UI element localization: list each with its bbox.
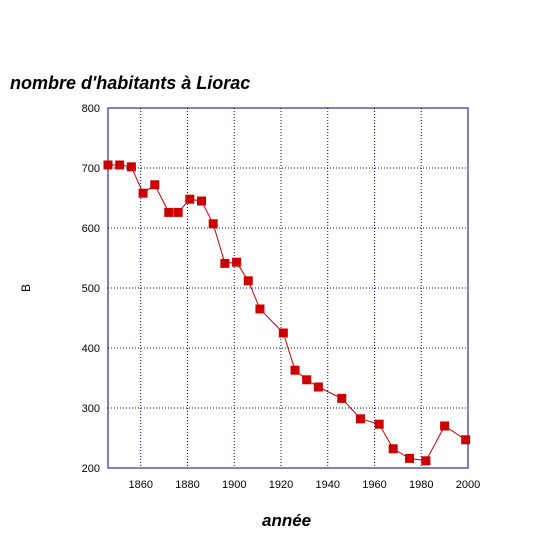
data-point	[374, 419, 384, 429]
y-tick-label: 500	[82, 283, 100, 295]
data-point	[461, 435, 471, 445]
data-point	[421, 456, 431, 466]
y-tick-label: 700	[82, 163, 100, 175]
data-point	[355, 414, 365, 424]
series-layer	[103, 160, 471, 466]
data-point	[150, 180, 160, 190]
data-point	[302, 375, 312, 385]
data-point	[243, 276, 253, 286]
data-point	[290, 365, 300, 375]
x-tick-label: 1920	[269, 479, 293, 491]
data-point	[103, 160, 113, 170]
data-point	[185, 194, 195, 204]
y-tick-label: 400	[82, 343, 100, 355]
data-point	[232, 257, 242, 267]
x-tick-label: 1860	[128, 479, 152, 491]
data-point	[115, 160, 125, 170]
tick-layer: 1860 1880 1900 1920 1940 1960 1980 2000 200 300 40…	[82, 103, 481, 491]
y-tick-label: 600	[82, 223, 100, 235]
x-tick-label: 1960	[362, 479, 386, 491]
plot-frame	[107, 107, 469, 469]
y-tick-label: 300	[82, 403, 100, 415]
grid-layer	[108, 107, 469, 469]
data-point	[255, 304, 265, 314]
x-tick-label: 1900	[222, 479, 246, 491]
data-point	[337, 393, 347, 403]
data-point	[278, 328, 288, 338]
x-tick-label: 1880	[175, 479, 199, 491]
data-point	[138, 188, 148, 198]
chart-title: nombre d'habitants à Liorac	[10, 73, 251, 93]
data-point	[388, 444, 398, 454]
series-line	[108, 164, 466, 462]
data-point	[164, 207, 174, 217]
x-tick-label: 1980	[409, 479, 433, 491]
data-point	[173, 207, 183, 217]
y-tick-label: 200	[82, 463, 100, 475]
y-tick-label: 800	[82, 103, 100, 115]
data-point	[197, 196, 207, 206]
x-axis-label: année	[262, 511, 312, 530]
data-point	[313, 382, 323, 392]
x-tick-label: 1940	[315, 479, 339, 491]
x-tick-label: 2000	[456, 479, 480, 491]
data-point	[208, 219, 218, 229]
data-point	[405, 453, 415, 463]
data-point	[220, 258, 230, 268]
data-point	[440, 421, 450, 431]
data-point	[126, 162, 136, 172]
